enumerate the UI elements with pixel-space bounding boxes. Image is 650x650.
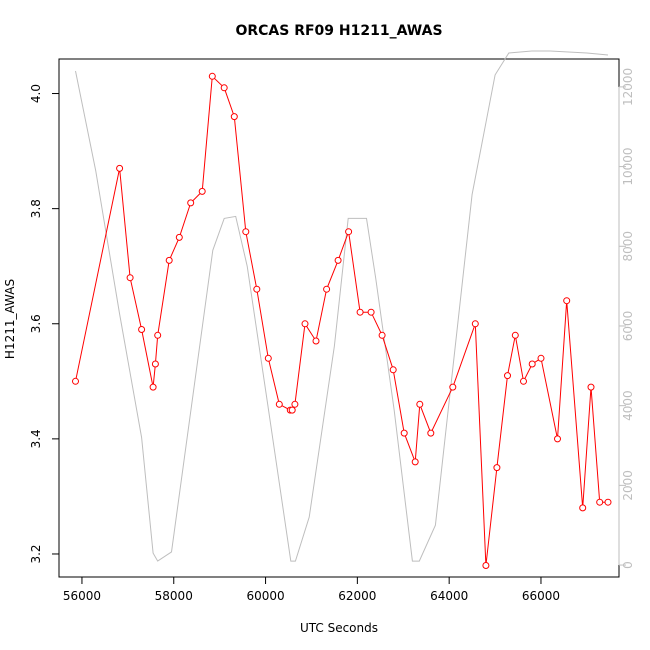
data-point	[378, 331, 386, 339]
x-tick-label: 62000	[338, 589, 376, 603]
y-tick-label: 3.2	[29, 544, 43, 563]
x-axis: 56000 58000 60000 62000 64000 66000	[63, 576, 560, 603]
data-point	[165, 256, 173, 264]
data-point	[493, 464, 501, 472]
y-tick-label: 3.6	[29, 314, 43, 333]
y2-tick-label: 8000	[621, 231, 635, 262]
data-point	[116, 164, 124, 172]
data-point	[312, 337, 320, 345]
data-point	[264, 354, 272, 362]
data-point	[208, 72, 216, 80]
data-point	[604, 498, 612, 506]
x-tick-label: 58000	[155, 589, 193, 603]
y-tick-label: 4.0	[29, 84, 43, 103]
data-point	[471, 320, 479, 328]
data-point	[587, 383, 595, 391]
x-tick-label: 56000	[63, 589, 101, 603]
y2-tick-label: 4000	[621, 390, 635, 421]
y-tick-label: 3.4	[29, 429, 43, 448]
data-point	[554, 435, 561, 443]
x-tick-label: 64000	[430, 589, 468, 603]
y2-tick-label: 10000	[621, 147, 635, 185]
y-axis-right: 0 2000 4000 6000 8000 10000 12000	[618, 68, 635, 569]
data-point	[345, 228, 353, 236]
primary-series-layer	[72, 72, 612, 569]
data-point	[149, 383, 157, 391]
chart-title: ORCAS RF09 H1211_AWAS	[235, 23, 442, 39]
data-point	[579, 504, 587, 512]
data-point	[504, 372, 511, 380]
data-point	[242, 228, 250, 236]
x-tick-label: 60000	[246, 589, 284, 603]
data-point	[175, 233, 183, 241]
data-point	[220, 84, 228, 92]
data-point	[400, 429, 408, 437]
data-point	[528, 360, 536, 368]
data-point	[411, 458, 419, 466]
data-point	[253, 285, 261, 293]
data-point	[596, 498, 604, 506]
data-point	[520, 377, 527, 385]
data-point	[323, 285, 331, 293]
data-point	[126, 274, 134, 282]
y-axis-label: H1211_AWAS	[3, 279, 17, 359]
data-point	[334, 256, 342, 264]
data-point	[449, 383, 457, 391]
data-point	[198, 187, 206, 195]
data-point	[72, 377, 79, 385]
y-axis-left: 3.2 3.4 3.6 3.8 4.0	[29, 84, 60, 564]
data-point	[563, 297, 571, 305]
y2-tick-label: 0	[621, 561, 635, 569]
data-point	[389, 366, 397, 374]
y-tick-label: 3.8	[29, 199, 43, 218]
data-point	[356, 308, 364, 316]
x-tick-label: 66000	[522, 589, 560, 603]
y2-tick-label: 6000	[621, 311, 635, 342]
data-point	[301, 320, 309, 328]
secondary-series-layer	[75, 50, 609, 562]
data-point	[230, 113, 238, 121]
x-axis-label: UTC Seconds	[300, 621, 378, 635]
data-point	[275, 400, 283, 408]
data-point	[187, 199, 195, 207]
data-point	[151, 360, 159, 368]
data-point	[154, 331, 162, 339]
y2-tick-label: 12000	[621, 68, 635, 106]
data-point	[482, 562, 490, 569]
series-line-secondary	[75, 50, 609, 562]
data-point	[138, 326, 146, 333]
data-point	[416, 400, 424, 408]
data-point	[537, 354, 545, 362]
data-point	[291, 400, 299, 408]
y2-tick-label: 2000	[621, 470, 635, 501]
data-point	[511, 331, 519, 339]
data-point	[427, 429, 435, 437]
data-point	[367, 308, 375, 316]
data-point	[288, 406, 296, 414]
